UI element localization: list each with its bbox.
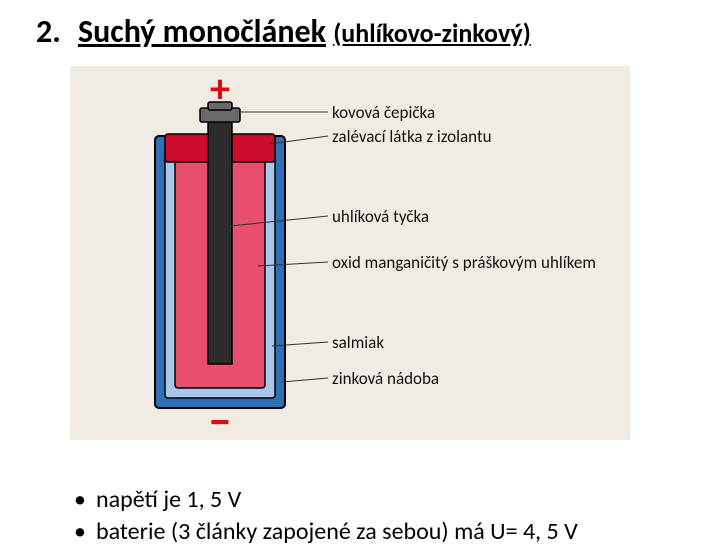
slide-title: 2. Suchý monočlánek (uhlíkovo-zinkový) bbox=[36, 12, 531, 51]
part-carbon-rod bbox=[208, 114, 232, 364]
title-main: Suchý monočlánek bbox=[78, 12, 326, 51]
label-cap: kovová čepička bbox=[332, 102, 435, 123]
title-sub: (uhlíkovo-zinkový) bbox=[333, 17, 531, 49]
battery-diagram: + − kovová čepička z bbox=[70, 66, 630, 440]
label-seal: zalévací látka z izolantu bbox=[332, 126, 492, 147]
label-can: zinková nádoba bbox=[332, 368, 439, 389]
label-paste: salmiak bbox=[332, 332, 384, 353]
label-rod: uhlíková tyčka bbox=[332, 206, 429, 227]
bullet-item: napětí je 1, 5 V bbox=[74, 484, 578, 516]
part-metal-cap-top bbox=[208, 102, 232, 110]
bullet-item: baterie (3 články zapojené za sebou) má … bbox=[74, 516, 578, 548]
title-number: 2. bbox=[36, 12, 61, 51]
label-mix: oxid manganičitý s práškovým uhlíkem bbox=[332, 252, 596, 273]
bullet-list: napětí je 1, 5 V baterie (3 články zapoj… bbox=[34, 484, 578, 549]
negative-symbol: − bbox=[209, 394, 231, 440]
